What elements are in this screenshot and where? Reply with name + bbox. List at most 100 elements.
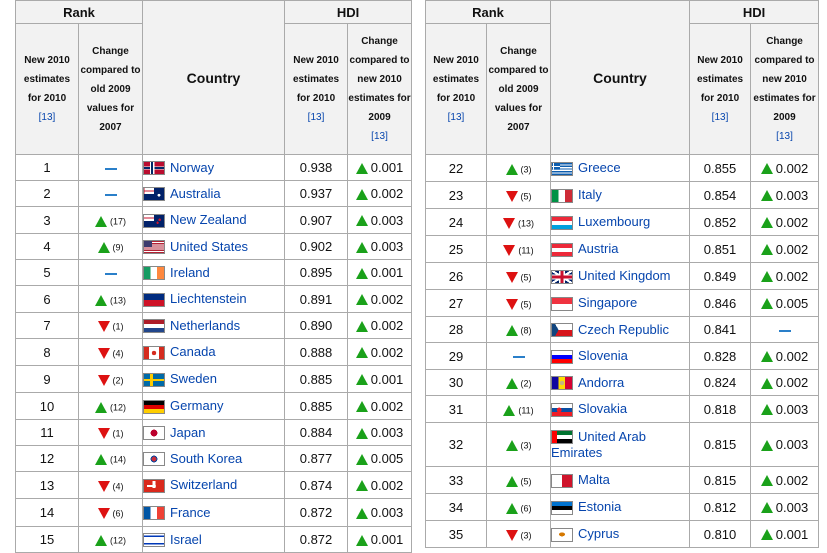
rank-cell: 14	[15, 498, 79, 527]
rank-cell: 13	[15, 471, 79, 499]
country-link-slovenia[interactable]: Slovenia	[578, 348, 628, 363]
rank-change-value: (3)	[520, 164, 532, 175]
table-row: 15 (12) Israel 0.872 0.001	[15, 526, 413, 553]
country-link-austria[interactable]: Austria	[578, 241, 619, 256]
citation-link[interactable]: [13]	[711, 112, 729, 123]
hdi-value-cell: 0.907	[284, 206, 349, 234]
rank-change-cell: (9)	[77, 233, 144, 260]
hdi-change-value: 0.002	[370, 318, 404, 334]
table-body-left: 1 Norway 0.938 0.001 2 Australia 0.937 0.002 3 (1…	[15, 154, 413, 553]
decrease-arrow-icon	[503, 217, 515, 229]
flag-luxembourg-icon	[551, 215, 574, 230]
country-link-ireland[interactable]: Ireland	[170, 264, 210, 280]
table-row: 31 (11) Slovakia 0.818 0.003	[425, 395, 820, 423]
rank-change-cell: (4)	[77, 338, 144, 366]
new-hdi-header[interactable]: New 2010 estimates for 2010 [13]	[689, 23, 752, 155]
country-link-switzerland[interactable]: Switzerland	[170, 477, 238, 492]
hdi-table-right: Rank Country HDI New 2010 estimates for …	[424, 0, 820, 548]
hdi-change-cell	[750, 316, 820, 343]
country-link-united-states[interactable]: United States	[170, 238, 249, 254]
table-row: 3 (17) New Zealand 0.907 0.003	[15, 206, 413, 234]
table-row: 35 (3) Cyprus 0.810 0.001	[425, 520, 820, 548]
country-link-sweden[interactable]: Sweden	[170, 371, 217, 386]
rank-change-value: (4)	[112, 481, 124, 492]
hdi-change-cell: 0.002	[750, 235, 820, 263]
rank-header[interactable]: Rank	[424, 0, 552, 24]
change-rank-header[interactable]: Change compared to old 2009 values for 2…	[77, 23, 144, 155]
country-link-canada[interactable]: Canada	[170, 344, 216, 359]
country-link-estonia[interactable]: Estonia	[578, 499, 622, 514]
citation-link[interactable]: [13]	[38, 112, 56, 123]
new-rank-header[interactable]: New 2010 estimates for 2010 [13]	[425, 23, 487, 155]
country-link-greece[interactable]: Greece	[578, 160, 621, 175]
country-link-italy[interactable]: Italy	[578, 187, 602, 202]
rank-cell: 30	[425, 369, 487, 396]
citation-link[interactable]: [13]	[776, 131, 793, 142]
country-link-malta[interactable]: Malta	[578, 472, 610, 487]
country-link-israel[interactable]: Israel	[170, 531, 202, 547]
hdi-change-cell: 0.003	[347, 233, 413, 260]
increase-arrow-icon	[355, 401, 368, 413]
change-hdi-header[interactable]: Change compared to new 2010 estimates fo…	[750, 23, 820, 155]
rank-header[interactable]: Rank	[14, 0, 144, 24]
country-link-south-korea[interactable]: South Korea	[170, 450, 243, 466]
country-link-cyprus[interactable]: Cyprus	[578, 526, 620, 541]
country-link-france[interactable]: France	[170, 504, 211, 520]
rank-change-cell	[77, 180, 144, 207]
hdi-value-cell: 0.872	[284, 526, 349, 553]
country-link-norway[interactable]: Norway	[170, 159, 215, 175]
country-link-liechtenstein[interactable]: Liechtenstein	[170, 291, 247, 306]
country-link-new-zealand[interactable]: New Zealand	[170, 212, 247, 227]
rank-change-value: (12)	[110, 402, 127, 413]
table-row: 10 (12) Germany 0.885 0.002	[15, 392, 413, 420]
country-link-united-kingdom[interactable]: United Kingdom	[578, 268, 671, 283]
country-header[interactable]: Country	[550, 0, 691, 155]
rank-cell: 34	[425, 493, 487, 521]
citation-link[interactable]: [13]	[307, 112, 325, 123]
country-link-netherlands[interactable]: Netherlands	[170, 317, 241, 333]
country-link-united-arab-emirates[interactable]: United Arab Emirates	[551, 428, 646, 460]
country-link-luxembourg[interactable]: Luxembourg	[578, 214, 651, 229]
hdi-value-cell: 0.852	[689, 208, 752, 236]
new-rank-header[interactable]: New 2010 estimates for 2010 [13]	[15, 23, 79, 155]
country-header[interactable]: Country	[142, 0, 286, 155]
citation-link[interactable]: [13]	[371, 131, 388, 142]
change-rank-header[interactable]: Change compared to old 2009 values for 2…	[485, 23, 552, 155]
country-link-japan[interactable]: Japan	[170, 424, 206, 440]
rank-cell: 15	[15, 526, 79, 553]
rank-change-cell: (11)	[485, 395, 552, 423]
country-link-andorra[interactable]: Andorra	[578, 374, 625, 390]
increase-arrow-icon	[95, 294, 107, 306]
country-link-singapore[interactable]: Singapore	[578, 295, 638, 310]
country-cell: Andorra	[550, 369, 691, 396]
rank-cell: 4	[15, 233, 79, 260]
table-row: 23 (5) Italy 0.854 0.003	[425, 181, 820, 209]
hdi-change-value: 0.002	[775, 375, 809, 391]
country-link-australia[interactable]: Australia	[170, 185, 221, 201]
rank-change-cell: (5)	[485, 466, 552, 494]
table-row: 30 (2) Andorra 0.824 0.002	[425, 369, 820, 396]
rank-change-value: (1)	[112, 321, 124, 332]
table-row: 28 (8) Czech Republic 0.841	[425, 316, 820, 343]
increase-arrow-icon	[505, 163, 518, 175]
increase-arrow-icon	[760, 377, 773, 389]
decrease-arrow-icon	[97, 321, 110, 333]
hdi-header[interactable]: HDI	[689, 0, 820, 24]
hdi-value-cell: 0.828	[689, 342, 752, 370]
country-link-germany[interactable]: Germany	[170, 398, 224, 413]
hdi-header[interactable]: HDI	[284, 0, 413, 24]
country-cell: Switzerland	[142, 471, 286, 499]
rank-cell: 10	[15, 392, 79, 420]
citation-link[interactable]: [13]	[447, 112, 465, 123]
flag-united-arab-emirates-icon	[551, 430, 574, 445]
rank-change-value: (8)	[520, 325, 532, 336]
increase-arrow-icon	[760, 439, 773, 451]
flag-australia-icon	[143, 187, 166, 202]
hdi-change-cell: 0.003	[750, 181, 820, 209]
new-hdi-header[interactable]: New 2010 estimates for 2010 [13]	[284, 23, 349, 155]
hdi-value-cell: 0.877	[284, 445, 349, 472]
country-link-slovakia[interactable]: Slovakia	[578, 401, 628, 416]
table-row: 14 (6) France 0.872 0.003	[15, 498, 413, 527]
country-link-czech-republic[interactable]: Czech Republic	[578, 321, 670, 337]
change-hdi-header[interactable]: Change compared to new 2010 estimates fo…	[347, 23, 413, 155]
